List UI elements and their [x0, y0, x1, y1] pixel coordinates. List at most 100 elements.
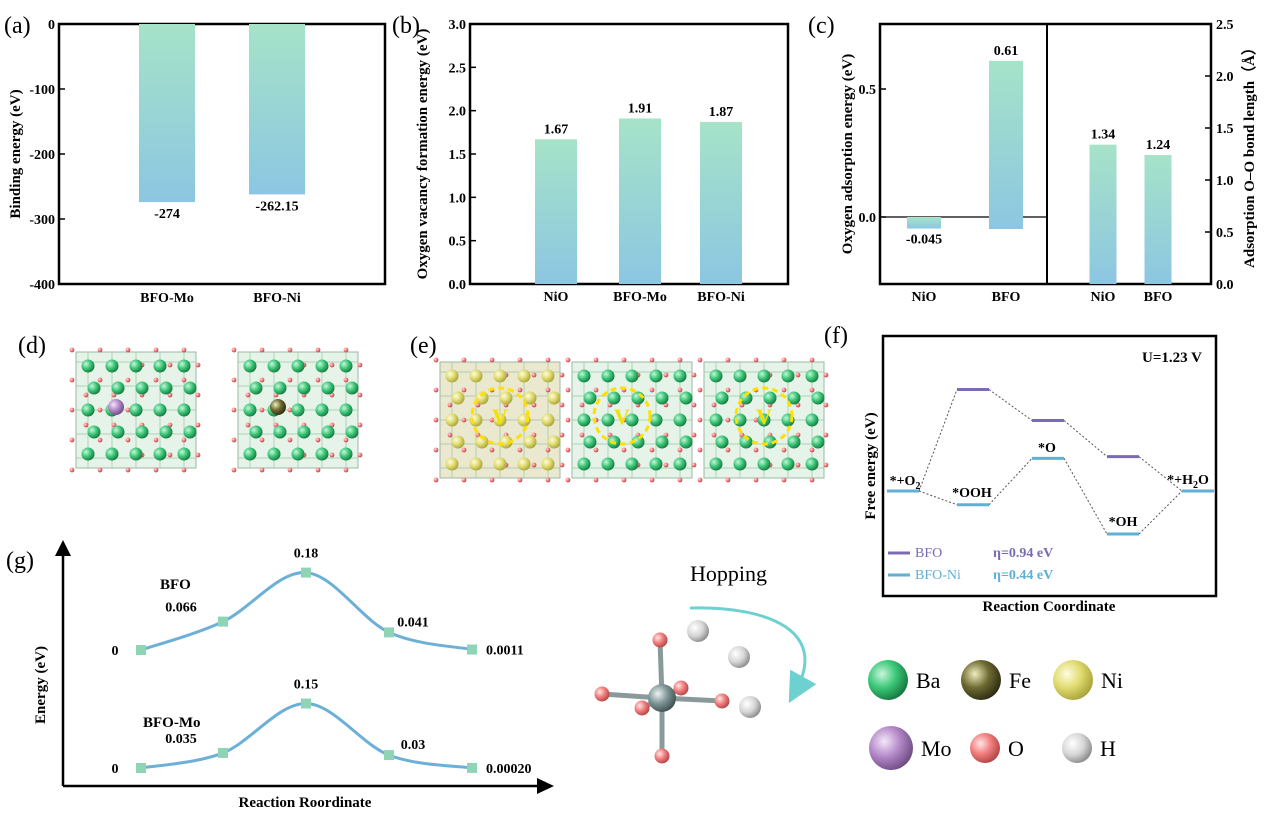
data-label-c-right: 1.24 [1146, 138, 1171, 153]
ba-atom [649, 413, 663, 427]
oxygen-atom [649, 447, 655, 453]
step-label: *O [1038, 441, 1056, 456]
x-tick-label-c-left: NiO [912, 290, 937, 305]
ba-atom [757, 413, 771, 427]
oxygen-atom [593, 387, 599, 393]
oxygen-atom [461, 477, 467, 483]
atom-legend: Ba Fe Ni Mo O H [868, 660, 1123, 770]
oxygen-atom [711, 402, 717, 408]
oxygen-atom [447, 432, 453, 438]
ni-atom [445, 457, 459, 471]
oxygen-atom [781, 477, 787, 483]
ba-atom [105, 359, 119, 373]
step-label: *OOH [952, 486, 992, 501]
oxygen-atom [315, 467, 321, 473]
ba-atom [577, 457, 591, 471]
oxygen-atom [725, 447, 731, 453]
data-label-g: 0.0011 [486, 644, 524, 659]
panel-c: (c) 0.00.50.00.51.01.52.02.5 -0.045NiO0.… [808, 13, 1258, 305]
oxygen-atom [593, 477, 599, 483]
crystal-structure-bfo-mo [69, 347, 201, 473]
oxygen-atom [565, 417, 571, 423]
panel-d: (d) [18, 333, 363, 473]
ni-atom [445, 369, 459, 383]
oxygen-atom [181, 437, 187, 443]
bar-b-bfo-mo [619, 118, 661, 284]
connector-bfo-ni [988, 457, 1033, 506]
vacancy-ring [592, 386, 652, 446]
legend-atom-label: Ni [1101, 668, 1123, 693]
point-bfo [384, 627, 394, 638]
ba-atom [631, 435, 645, 449]
oxygen-atom [621, 357, 627, 363]
panel-label-g: (g) [6, 548, 34, 574]
ba-atom [715, 435, 729, 449]
data-label-g: 0.03 [401, 738, 426, 753]
oxygen-atom [231, 467, 237, 473]
point-bfo [136, 645, 146, 655]
y-tick-label-b: 2.5 [449, 61, 467, 76]
oxygen-atom [725, 387, 731, 393]
oxygen-atom [97, 377, 103, 383]
g-series-label-bfo-mo: BFO-Mo [143, 715, 201, 731]
legend-f: BFO η=0.94 eV BFO-Ni η=0.44 eV [888, 546, 1053, 583]
oxygen-atom [725, 477, 731, 483]
oxygen-atom [663, 372, 669, 378]
vacancy-label: V [756, 404, 772, 429]
ba-atom [345, 425, 359, 439]
step-label: *+O2 [890, 474, 921, 492]
oxygen-atom [231, 377, 237, 383]
oxygen-atom [809, 357, 815, 363]
plot-frame-f [881, 334, 1218, 598]
connector-bfo-ni [918, 490, 958, 506]
panel-label-f: (f) [824, 323, 848, 349]
legend-atom-o [970, 733, 1000, 763]
ba-atom [243, 447, 257, 461]
x-tick-label-b: BFO-Mo [613, 290, 667, 305]
oxygen-atom [579, 432, 585, 438]
data-label-a: -262.15 [255, 199, 298, 214]
y-tick-label-b: 0.5 [449, 235, 467, 250]
ba-atom [321, 425, 335, 439]
metal-atom [648, 684, 676, 712]
ba-atom [673, 413, 687, 427]
y-axis-label-f: Free energy (eV) [863, 412, 879, 519]
oxygen-atom [125, 407, 131, 413]
g-y-arrowhead [55, 540, 71, 556]
data-label-g: 0.041 [397, 615, 429, 630]
oxygen-atom [714, 693, 730, 709]
y-tick-label-c-right: 1.0 [1216, 174, 1234, 189]
ba-atom [655, 435, 669, 449]
bar-c-left-nio [907, 217, 941, 229]
oxygen-atom [673, 680, 689, 696]
ba-atom [715, 391, 729, 405]
data-label-g: 0 [112, 762, 119, 777]
ba-atom [733, 457, 747, 471]
step-label: *OH [1109, 515, 1138, 530]
oxygen-atom [125, 467, 131, 473]
metal-oxygen-octahedron [594, 620, 761, 764]
ba-atom [601, 413, 615, 427]
ni-atom [517, 369, 531, 383]
oxygen-atom [343, 347, 349, 353]
ba-atom [321, 381, 335, 395]
ba-atom [583, 391, 597, 405]
oxygen-atom [517, 447, 523, 453]
legend-atom-label: Fe [1009, 668, 1031, 693]
f-title: U=1.23 V [1142, 350, 1202, 366]
oxygen-atom [245, 392, 251, 398]
ba-atom [243, 359, 257, 373]
ba-atom [679, 391, 693, 405]
oxygen-atom [343, 467, 349, 473]
legend-atom-ba [868, 660, 908, 700]
ba-atom [601, 457, 615, 471]
y-tick-label-a: -300 [29, 213, 55, 228]
oxygen-atom [697, 417, 703, 423]
point-bfo-mo [384, 750, 394, 761]
data-label-g: 0.15 [294, 678, 319, 693]
ba-atom [81, 359, 95, 373]
oxygen-atom [259, 377, 265, 383]
ba-atom [153, 403, 167, 417]
oxygen-atom [725, 357, 731, 363]
ni-atom [517, 457, 531, 471]
